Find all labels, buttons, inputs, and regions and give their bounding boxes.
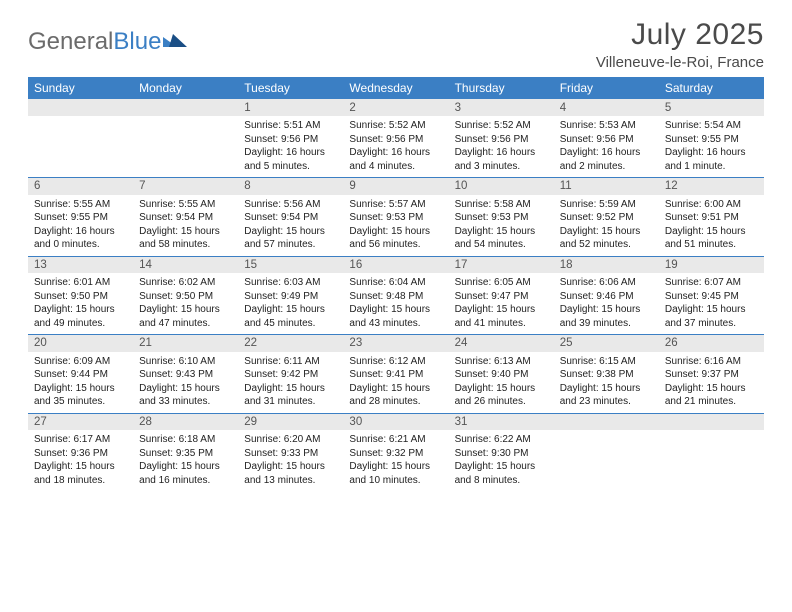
day-content-cell: Sunrise: 6:16 AMSunset: 9:37 PMDaylight:… (659, 352, 764, 413)
logo: GeneralBlue (28, 18, 187, 56)
day-content-cell: Sunrise: 5:56 AMSunset: 9:54 PMDaylight:… (238, 195, 343, 256)
day-number-cell: 24 (449, 335, 554, 352)
day-number-cell: 3 (449, 99, 554, 116)
day-number-cell: 31 (449, 413, 554, 430)
day-number-cell: 5 (659, 99, 764, 116)
header: GeneralBlue July 2025 Villeneuve-le-Roi,… (28, 18, 764, 71)
day-content-cell: Sunrise: 6:12 AMSunset: 9:41 PMDaylight:… (343, 352, 448, 413)
day-number-cell: 13 (28, 256, 133, 273)
day-content-cell: Sunrise: 6:22 AMSunset: 9:30 PMDaylight:… (449, 430, 554, 491)
logo-text-2: Blue (113, 28, 161, 56)
daynum-row: 20212223242526 (28, 335, 764, 352)
day-number-cell: 15 (238, 256, 343, 273)
day-content-cell: Sunrise: 6:13 AMSunset: 9:40 PMDaylight:… (449, 352, 554, 413)
day-content-cell: Sunrise: 6:06 AMSunset: 9:46 PMDaylight:… (554, 273, 659, 334)
content-row: Sunrise: 5:51 AMSunset: 9:56 PMDaylight:… (28, 116, 764, 177)
day-content-cell: Sunrise: 5:52 AMSunset: 9:56 PMDaylight:… (343, 116, 448, 177)
day-content-cell: Sunrise: 5:52 AMSunset: 9:56 PMDaylight:… (449, 116, 554, 177)
title-block: July 2025 Villeneuve-le-Roi, France (596, 18, 764, 71)
day-number-cell: 2 (343, 99, 448, 116)
day-number-cell: 19 (659, 256, 764, 273)
day-content-cell: Sunrise: 6:09 AMSunset: 9:44 PMDaylight:… (28, 352, 133, 413)
day-content-cell: Sunrise: 6:15 AMSunset: 9:38 PMDaylight:… (554, 352, 659, 413)
content-row: Sunrise: 6:17 AMSunset: 9:36 PMDaylight:… (28, 430, 764, 491)
day-number-cell: 22 (238, 335, 343, 352)
daynum-row: 6789101112 (28, 178, 764, 195)
day-content-cell: Sunrise: 5:59 AMSunset: 9:52 PMDaylight:… (554, 195, 659, 256)
logo-text-1: General (28, 28, 113, 56)
day-number-cell: 1 (238, 99, 343, 116)
daynum-row: 12345 (28, 99, 764, 116)
day-number-cell (554, 413, 659, 430)
content-row: Sunrise: 5:55 AMSunset: 9:55 PMDaylight:… (28, 195, 764, 256)
day-content-cell: Sunrise: 6:00 AMSunset: 9:51 PMDaylight:… (659, 195, 764, 256)
day-content-cell: Sunrise: 5:57 AMSunset: 9:53 PMDaylight:… (343, 195, 448, 256)
day-number-cell: 30 (343, 413, 448, 430)
day-number-cell (133, 99, 238, 116)
day-number-cell: 7 (133, 178, 238, 195)
day-content-cell: Sunrise: 6:05 AMSunset: 9:47 PMDaylight:… (449, 273, 554, 334)
day-number-cell: 4 (554, 99, 659, 116)
day-content-cell: Sunrise: 6:03 AMSunset: 9:49 PMDaylight:… (238, 273, 343, 334)
day-content-cell: Sunrise: 5:54 AMSunset: 9:55 PMDaylight:… (659, 116, 764, 177)
day-number-cell: 16 (343, 256, 448, 273)
day-number-cell: 27 (28, 413, 133, 430)
day-number-cell: 28 (133, 413, 238, 430)
day-number-cell: 21 (133, 335, 238, 352)
day-content-cell: Sunrise: 6:07 AMSunset: 9:45 PMDaylight:… (659, 273, 764, 334)
day-number-cell: 6 (28, 178, 133, 195)
day-content-cell: Sunrise: 6:11 AMSunset: 9:42 PMDaylight:… (238, 352, 343, 413)
day-number-cell: 8 (238, 178, 343, 195)
day-content-cell: Sunrise: 6:10 AMSunset: 9:43 PMDaylight:… (133, 352, 238, 413)
day-content-cell: Sunrise: 6:18 AMSunset: 9:35 PMDaylight:… (133, 430, 238, 491)
dow-wed: Wednesday (343, 77, 448, 99)
day-number-cell: 20 (28, 335, 133, 352)
day-content-cell: Sunrise: 6:21 AMSunset: 9:32 PMDaylight:… (343, 430, 448, 491)
day-content-cell: Sunrise: 6:01 AMSunset: 9:50 PMDaylight:… (28, 273, 133, 334)
content-row: Sunrise: 6:01 AMSunset: 9:50 PMDaylight:… (28, 273, 764, 334)
daynum-row: 13141516171819 (28, 256, 764, 273)
day-number-cell (28, 99, 133, 116)
dow-row: Sunday Monday Tuesday Wednesday Thursday… (28, 77, 764, 99)
day-content-cell (28, 116, 133, 177)
content-row: Sunrise: 6:09 AMSunset: 9:44 PMDaylight:… (28, 352, 764, 413)
dow-tue: Tuesday (238, 77, 343, 99)
day-number-cell: 25 (554, 335, 659, 352)
day-content-cell: Sunrise: 5:55 AMSunset: 9:54 PMDaylight:… (133, 195, 238, 256)
day-content-cell (554, 430, 659, 491)
dow-sun: Sunday (28, 77, 133, 99)
day-content-cell: Sunrise: 6:17 AMSunset: 9:36 PMDaylight:… (28, 430, 133, 491)
day-content-cell: Sunrise: 6:20 AMSunset: 9:33 PMDaylight:… (238, 430, 343, 491)
day-number-cell: 12 (659, 178, 764, 195)
day-number-cell: 9 (343, 178, 448, 195)
day-number-cell: 10 (449, 178, 554, 195)
day-number-cell: 18 (554, 256, 659, 273)
day-number-cell (659, 413, 764, 430)
dow-fri: Friday (554, 77, 659, 99)
day-number-cell: 11 (554, 178, 659, 195)
daynum-row: 2728293031 (28, 413, 764, 430)
day-content-cell: Sunrise: 5:55 AMSunset: 9:55 PMDaylight:… (28, 195, 133, 256)
dow-sat: Saturday (659, 77, 764, 99)
day-content-cell: Sunrise: 6:04 AMSunset: 9:48 PMDaylight:… (343, 273, 448, 334)
day-content-cell (133, 116, 238, 177)
day-number-cell: 26 (659, 335, 764, 352)
day-number-cell: 14 (133, 256, 238, 273)
day-content-cell: Sunrise: 6:02 AMSunset: 9:50 PMDaylight:… (133, 273, 238, 334)
logo-mark-icon (163, 28, 187, 56)
day-content-cell: Sunrise: 5:51 AMSunset: 9:56 PMDaylight:… (238, 116, 343, 177)
day-content-cell (659, 430, 764, 491)
day-content-cell: Sunrise: 5:58 AMSunset: 9:53 PMDaylight:… (449, 195, 554, 256)
day-content-cell: Sunrise: 5:53 AMSunset: 9:56 PMDaylight:… (554, 116, 659, 177)
location: Villeneuve-le-Roi, France (596, 54, 764, 71)
day-number-cell: 23 (343, 335, 448, 352)
calendar-table: Sunday Monday Tuesday Wednesday Thursday… (28, 77, 764, 491)
dow-mon: Monday (133, 77, 238, 99)
month-title: July 2025 (596, 18, 764, 52)
day-number-cell: 29 (238, 413, 343, 430)
dow-thu: Thursday (449, 77, 554, 99)
day-number-cell: 17 (449, 256, 554, 273)
